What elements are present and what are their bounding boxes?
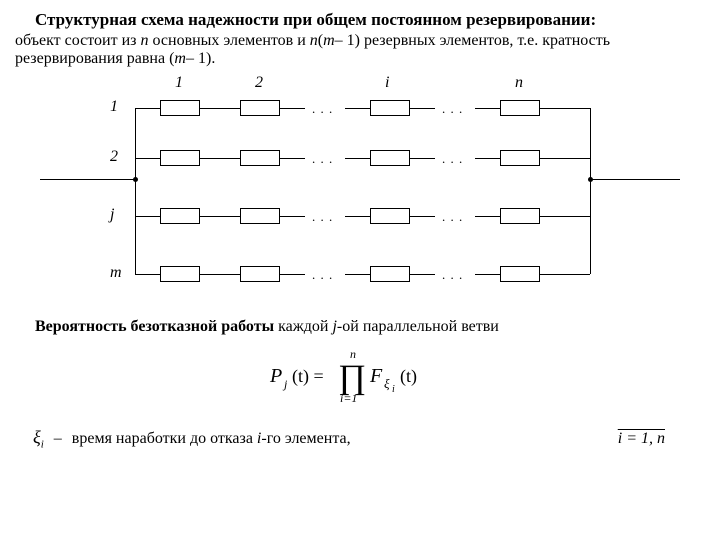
block-r2-c1 [240, 208, 280, 224]
block-r2-c2 [370, 208, 410, 224]
svg-text:j: j [282, 377, 288, 391]
block-r1-c3 [500, 150, 540, 166]
xi-sub: i [41, 439, 44, 451]
legend-text: время наработки до отказа i-го элемента, [72, 430, 351, 448]
subtitle-t1: каждой [274, 318, 332, 335]
block-r0-c3 [500, 100, 540, 116]
legend-xi: ξi [33, 427, 44, 451]
desc-t2: основных элементов и [149, 32, 310, 49]
block-r3-c1 [240, 266, 280, 282]
desc-t5: – 1). [186, 50, 215, 67]
block-r0-c0 [160, 100, 200, 116]
col-label-n: n [515, 74, 523, 92]
description: объект состоит из n основных элементов и… [15, 32, 705, 68]
desc-m1: m [323, 32, 335, 49]
legend-range: i = 1, n [618, 430, 665, 448]
subtitle-b: Вероятность безотказной работы [35, 318, 274, 335]
legend-dash: – [54, 430, 62, 448]
row-label-2: 2 [110, 148, 118, 166]
title: Структурная схема надежности при общем п… [15, 10, 705, 30]
desc-m2: m [174, 50, 186, 67]
block-r3-c2 [370, 266, 410, 282]
block-r3-c0 [160, 266, 200, 282]
reliability-diagram: 12in12jm. . .. . .. . .. . .. . .. . .. … [40, 74, 680, 304]
svg-text:P: P [269, 365, 282, 387]
row-label-j: j [110, 206, 114, 224]
block-r1-c0 [160, 150, 200, 166]
block-r1-c2 [370, 150, 410, 166]
col-label-1: 1 [175, 74, 183, 92]
svg-text:ξ: ξ [384, 376, 390, 391]
legend-t1: время наработки до отказа [72, 430, 257, 447]
svg-text:i: i [392, 384, 395, 395]
row-label-m: m [110, 264, 122, 282]
col-label-2: 2 [255, 74, 263, 92]
legend: ξi – время наработки до отказа i-го элем… [33, 427, 705, 451]
desc-n1: n [141, 32, 149, 49]
desc-t1: объект состоит из [15, 32, 141, 49]
svg-text:(t) =: (t) = [292, 366, 324, 387]
block-r3-c3 [500, 266, 540, 282]
row-label-1: 1 [110, 98, 118, 116]
block-r0-c2 [370, 100, 410, 116]
subtitle-t2: -ой параллельной ветви [337, 318, 499, 335]
subtitle: Вероятность безотказной работы каждой j-… [35, 318, 705, 336]
xi-sym: ξ [33, 427, 41, 447]
formula: P j (t) = n ∏ i=1 F ξ i (t) [15, 346, 705, 411]
block-r0-c1 [240, 100, 280, 116]
svg-text:i=1: i=1 [340, 391, 357, 405]
svg-text:F: F [369, 365, 383, 387]
block-r1-c1 [240, 150, 280, 166]
col-label-i: i [385, 74, 389, 92]
block-r2-c3 [500, 208, 540, 224]
legend-t2: -го элемента, [261, 430, 350, 447]
block-r2-c0 [160, 208, 200, 224]
formula-svg: P j (t) = n ∏ i=1 F ξ i (t) [260, 346, 460, 406]
desc-n2: n [310, 32, 318, 49]
svg-text:(t): (t) [400, 366, 417, 387]
